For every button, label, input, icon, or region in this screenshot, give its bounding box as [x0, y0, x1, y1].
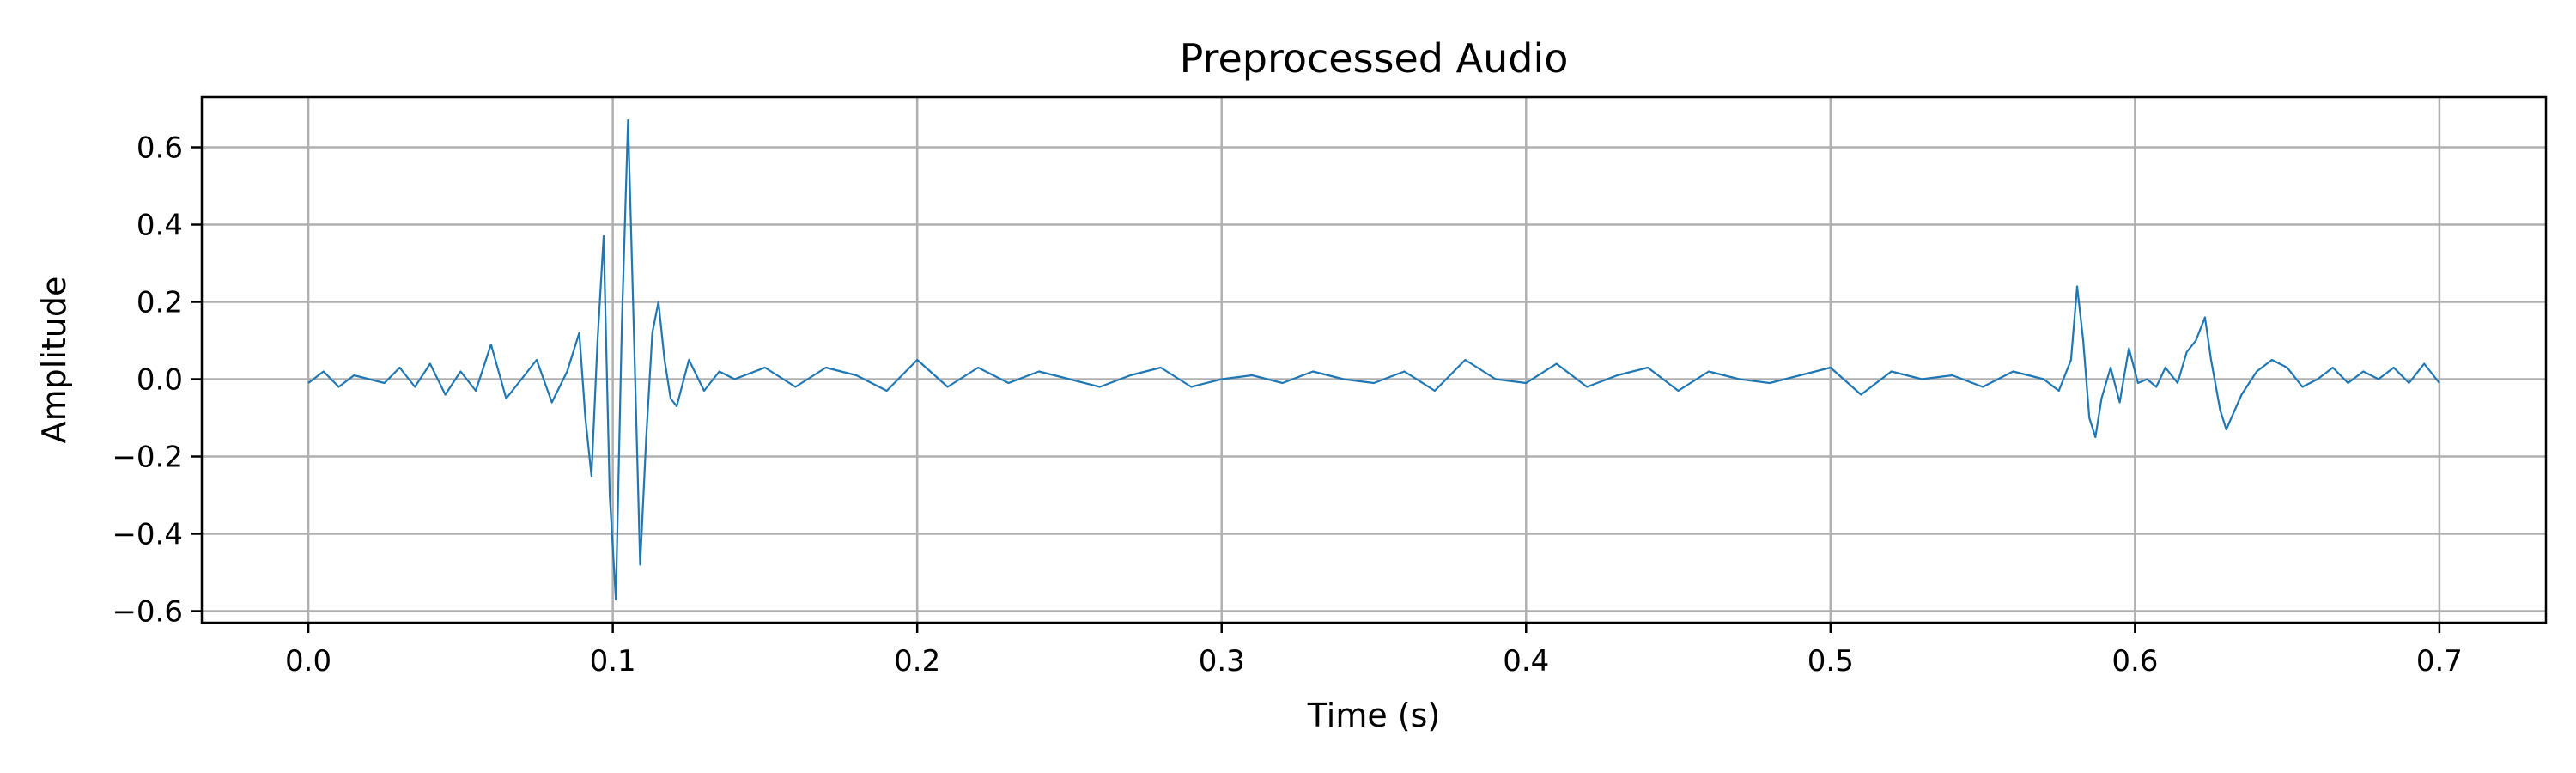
plot-frame — [200, 95, 2548, 624]
y-tick-label: −0.4 — [112, 518, 183, 552]
x-axis: 0.0 0.1 0.2 0.3 0.4 0.5 0.6 0.7 — [285, 623, 2463, 679]
x-tick-label: 0.0 — [285, 644, 331, 679]
x-axis-label: Time (s) — [1307, 697, 1441, 734]
y-axis-label: Amplitude — [35, 277, 73, 444]
y-axis: 0.6 0.4 0.2 0.0 −0.2 −0.4 −0.6 — [112, 131, 202, 630]
y-tick-label: 0.0 — [137, 363, 183, 398]
y-tick-label: 0.2 — [137, 286, 183, 320]
y-tick-label: 0.6 — [137, 131, 183, 166]
waveform-line — [307, 119, 2440, 601]
x-tick-label: 0.6 — [2111, 644, 2158, 679]
x-tick-label: 0.3 — [1199, 644, 1245, 679]
x-tick-label: 0.5 — [1807, 644, 1854, 679]
waveform-layer — [307, 119, 2440, 601]
x-tick-label: 0.4 — [1503, 644, 1549, 679]
y-tick-label: −0.2 — [112, 441, 183, 475]
chart-title: Preprocessed Audio — [1180, 35, 1569, 82]
x-tick-label: 0.1 — [590, 644, 636, 679]
x-tick-label: 0.2 — [894, 644, 940, 679]
x-tick-label: 0.7 — [2416, 644, 2463, 679]
y-tick-label: −0.6 — [112, 595, 183, 630]
y-tick-label: 0.4 — [137, 209, 183, 243]
grid — [202, 97, 2546, 623]
